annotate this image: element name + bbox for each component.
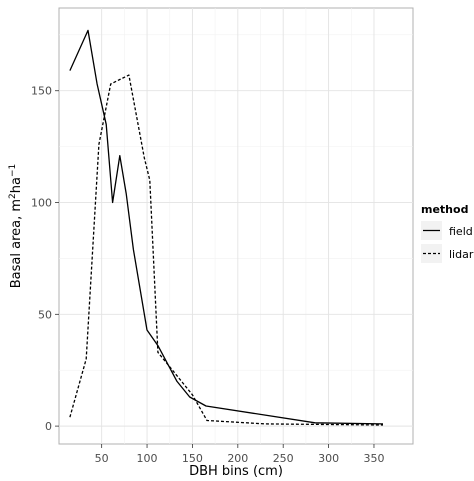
y-tick-label: 50 <box>38 308 52 321</box>
y-tick-label: 0 <box>45 420 52 433</box>
y-axis-title: Basal area, m2ha−1 <box>8 164 24 289</box>
y-tick-label: 100 <box>31 197 52 210</box>
legend-key-lidar <box>421 244 442 263</box>
series-line-lidar <box>69 74 384 426</box>
series-line-field <box>69 29 384 425</box>
series-layer <box>69 29 384 426</box>
legend-title: method <box>421 203 468 216</box>
legend-label-lidar: lidar <box>449 248 474 261</box>
x-axis-title: DBH bins (cm) <box>189 464 283 479</box>
x-tick-label: 300 <box>318 452 339 465</box>
x-tick-label: 100 <box>137 452 158 465</box>
plot-panel <box>58 7 414 445</box>
x-axis: 50 100 150 200 250 300 350 <box>95 444 384 465</box>
x-tick-label: 350 <box>363 452 384 465</box>
legend-label-field: field <box>449 225 473 238</box>
minor-gridlines <box>59 8 413 444</box>
legend: method field lidar <box>421 203 474 263</box>
y-tick-label: 150 <box>31 85 52 98</box>
major-gridlines <box>59 8 413 444</box>
x-tick-label: 150 <box>182 452 203 465</box>
x-tick-label: 200 <box>227 452 248 465</box>
y-axis: 0 50 100 150 <box>31 85 59 433</box>
x-tick-label: 50 <box>95 452 109 465</box>
x-tick-label: 250 <box>273 452 294 465</box>
